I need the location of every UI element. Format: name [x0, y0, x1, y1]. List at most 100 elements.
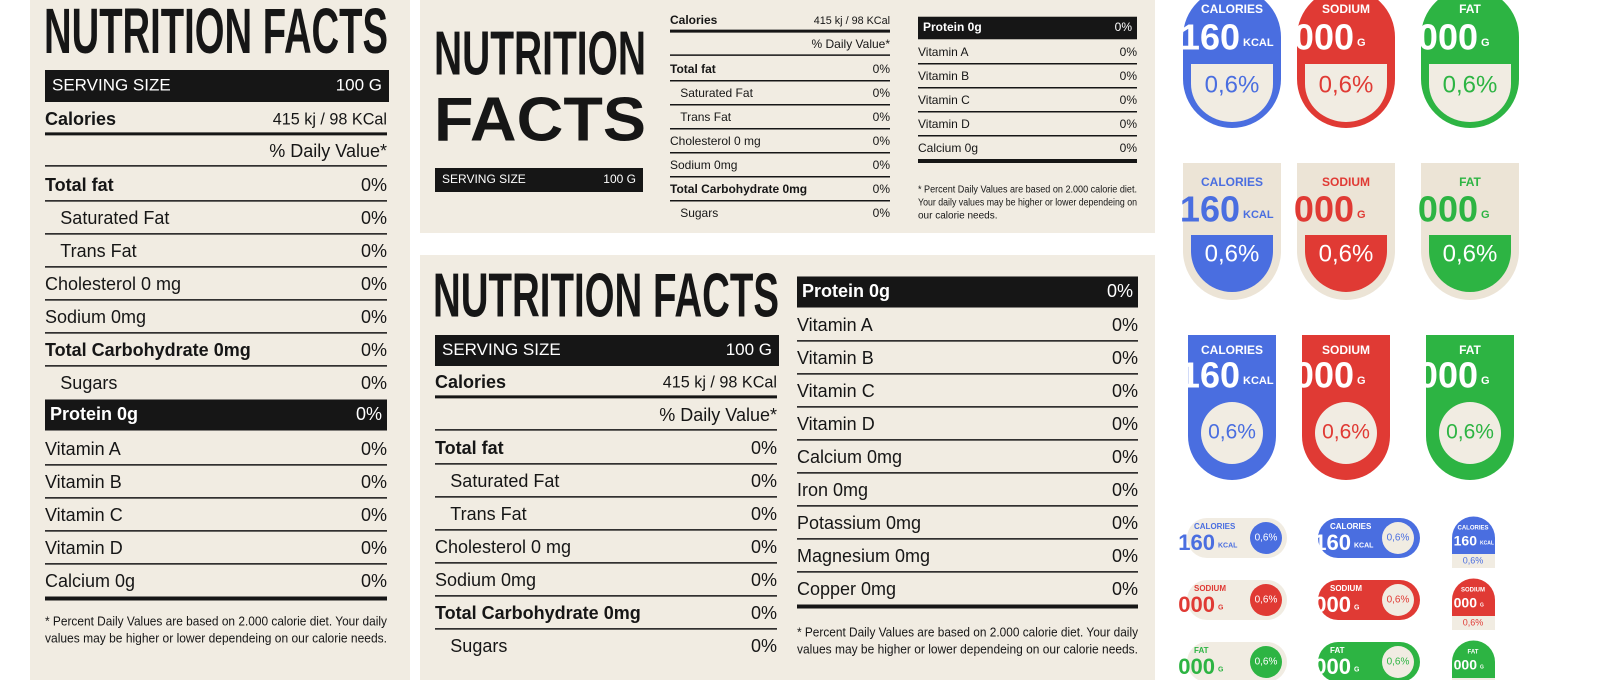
badge-value: 000 — [1294, 355, 1354, 396]
badge-percent: 0,6% — [1446, 421, 1494, 444]
badge-inner — [1250, 646, 1282, 678]
badge-value: 000 — [1454, 595, 1478, 611]
row-value: 0% — [1112, 414, 1138, 434]
badge-unit: G — [1354, 667, 1360, 674]
badge-inner — [1250, 522, 1282, 554]
row-label: Copper 0mg — [797, 579, 896, 599]
badge-inner — [1305, 235, 1387, 292]
badge-label: CALORIES — [1457, 526, 1488, 532]
badge-value: 000 — [1294, 189, 1354, 230]
row-value: 0% — [361, 538, 387, 558]
badge-unit: KCAL — [1480, 540, 1494, 546]
badge-value: 000 — [1178, 592, 1215, 617]
badge-unit: KCAL — [1354, 543, 1374, 550]
row-value: 0% — [1120, 69, 1138, 83]
row-value: 0% — [1112, 513, 1138, 533]
badge-inner — [1382, 584, 1414, 616]
row-label: Vitamin C — [45, 505, 123, 525]
footnote: * Percent Daily Values are based on 2.00… — [918, 185, 1137, 196]
black-bar — [918, 16, 1137, 40]
black-bar — [435, 168, 643, 192]
serving-label: SERVING SIZE — [442, 172, 526, 186]
badge-label: CALORIES — [1201, 2, 1263, 16]
row-label: Sodium 0mg — [435, 570, 536, 590]
row-value: 0% — [873, 134, 891, 148]
black-bar — [45, 70, 389, 102]
row-value: 0% — [873, 206, 891, 220]
title: NUTRITION — [434, 19, 646, 88]
badge-inner — [1201, 402, 1263, 464]
row-label: Total Carbohydrate 0mg — [435, 603, 641, 623]
badge-label: CALORIES — [1194, 522, 1236, 531]
badge-label: SODIUM — [1322, 175, 1370, 189]
footnote: * Percent Daily Values are based on 2.00… — [45, 613, 387, 628]
badge-inner — [1250, 584, 1282, 616]
badge-inner — [1429, 64, 1511, 122]
row-value: 0% — [751, 504, 777, 524]
row-label: Sugars — [60, 373, 117, 393]
badge-percent: 0,6% — [1255, 595, 1278, 606]
badge-label: SODIUM — [1330, 584, 1362, 593]
badge-label: FAT — [1330, 646, 1345, 655]
row-value: 0% — [361, 472, 387, 492]
row-label: Calcium 0mg — [797, 447, 902, 467]
row-value: 0% — [1120, 45, 1138, 59]
badge-unit: KCAL — [1218, 543, 1238, 550]
row-label: Trans Fat — [60, 241, 136, 261]
title: NUTRITION FACTS — [433, 261, 779, 330]
row-value: 0% — [1112, 579, 1138, 599]
row-value: 0% — [361, 307, 387, 327]
row-label: Iron 0mg — [797, 480, 868, 500]
row-value: 0% — [361, 340, 387, 360]
footnote: our calorie needs. — [918, 211, 998, 222]
badge-value: 000 — [1418, 189, 1478, 230]
badge-unit: G — [1481, 209, 1490, 221]
badge-inner — [1382, 646, 1414, 678]
calories-value: 415 kj / 98 KCal — [663, 373, 777, 391]
row-label: Trans Fat — [450, 504, 526, 524]
row-label: Vitamin C — [797, 381, 875, 401]
row-label: Saturated Fat — [450, 471, 559, 491]
row-value: 0% — [361, 241, 387, 261]
badge-value: 160 — [1454, 533, 1478, 549]
badge-percent: 0,6% — [1319, 71, 1374, 98]
protein-label: Protein 0g — [802, 281, 890, 301]
row-value: 0% — [751, 603, 777, 623]
black-bar — [797, 276, 1138, 308]
row-value: 0% — [751, 636, 777, 656]
badge-unit: G — [1357, 375, 1366, 387]
row-label: Trans Fat — [680, 110, 732, 124]
row-label: Total fat — [670, 62, 716, 76]
row-label: Cholesterol 0 mg — [45, 274, 181, 294]
row-value: 0% — [1112, 447, 1138, 467]
title: FACTS — [434, 85, 646, 154]
badge-label: FAT — [1459, 2, 1481, 16]
protein-label: Protein 0g — [50, 404, 138, 424]
badge-value: 160 — [1180, 355, 1240, 396]
row-value: 0% — [873, 182, 891, 196]
badge-percent: 0,6% — [1255, 533, 1278, 544]
badge-label: FAT — [1194, 646, 1209, 655]
badge-unit: G — [1218, 667, 1224, 674]
badge-percent: 0,6% — [1205, 71, 1260, 98]
badge-label: FAT — [1468, 650, 1479, 656]
row-label: Saturated Fat — [680, 86, 753, 100]
row-value: 0% — [1112, 480, 1138, 500]
footnote: Your daily values may be higher or lower… — [918, 198, 1137, 209]
badge-unit: G — [1481, 375, 1490, 387]
badge-value: 000 — [1418, 355, 1478, 396]
badge-inner — [1315, 402, 1377, 464]
badge-percent: 0,6% — [1387, 657, 1410, 668]
row-value: 0% — [751, 570, 777, 590]
footnote: values may be higher or lower dependeing… — [45, 630, 387, 645]
badge-percent: 0,6% — [1463, 555, 1484, 565]
row-label: Vitamin A — [918, 45, 968, 59]
title: NUTRITION FACTS — [44, 0, 388, 67]
calories-label: Calories — [45, 109, 116, 129]
badge-value: 000 — [1314, 592, 1351, 617]
row-label: Vitamin B — [918, 69, 969, 83]
row-label: Potassium 0mg — [797, 513, 921, 533]
badge-label: SODIUM — [1322, 343, 1370, 357]
badge-inner — [1305, 64, 1387, 122]
